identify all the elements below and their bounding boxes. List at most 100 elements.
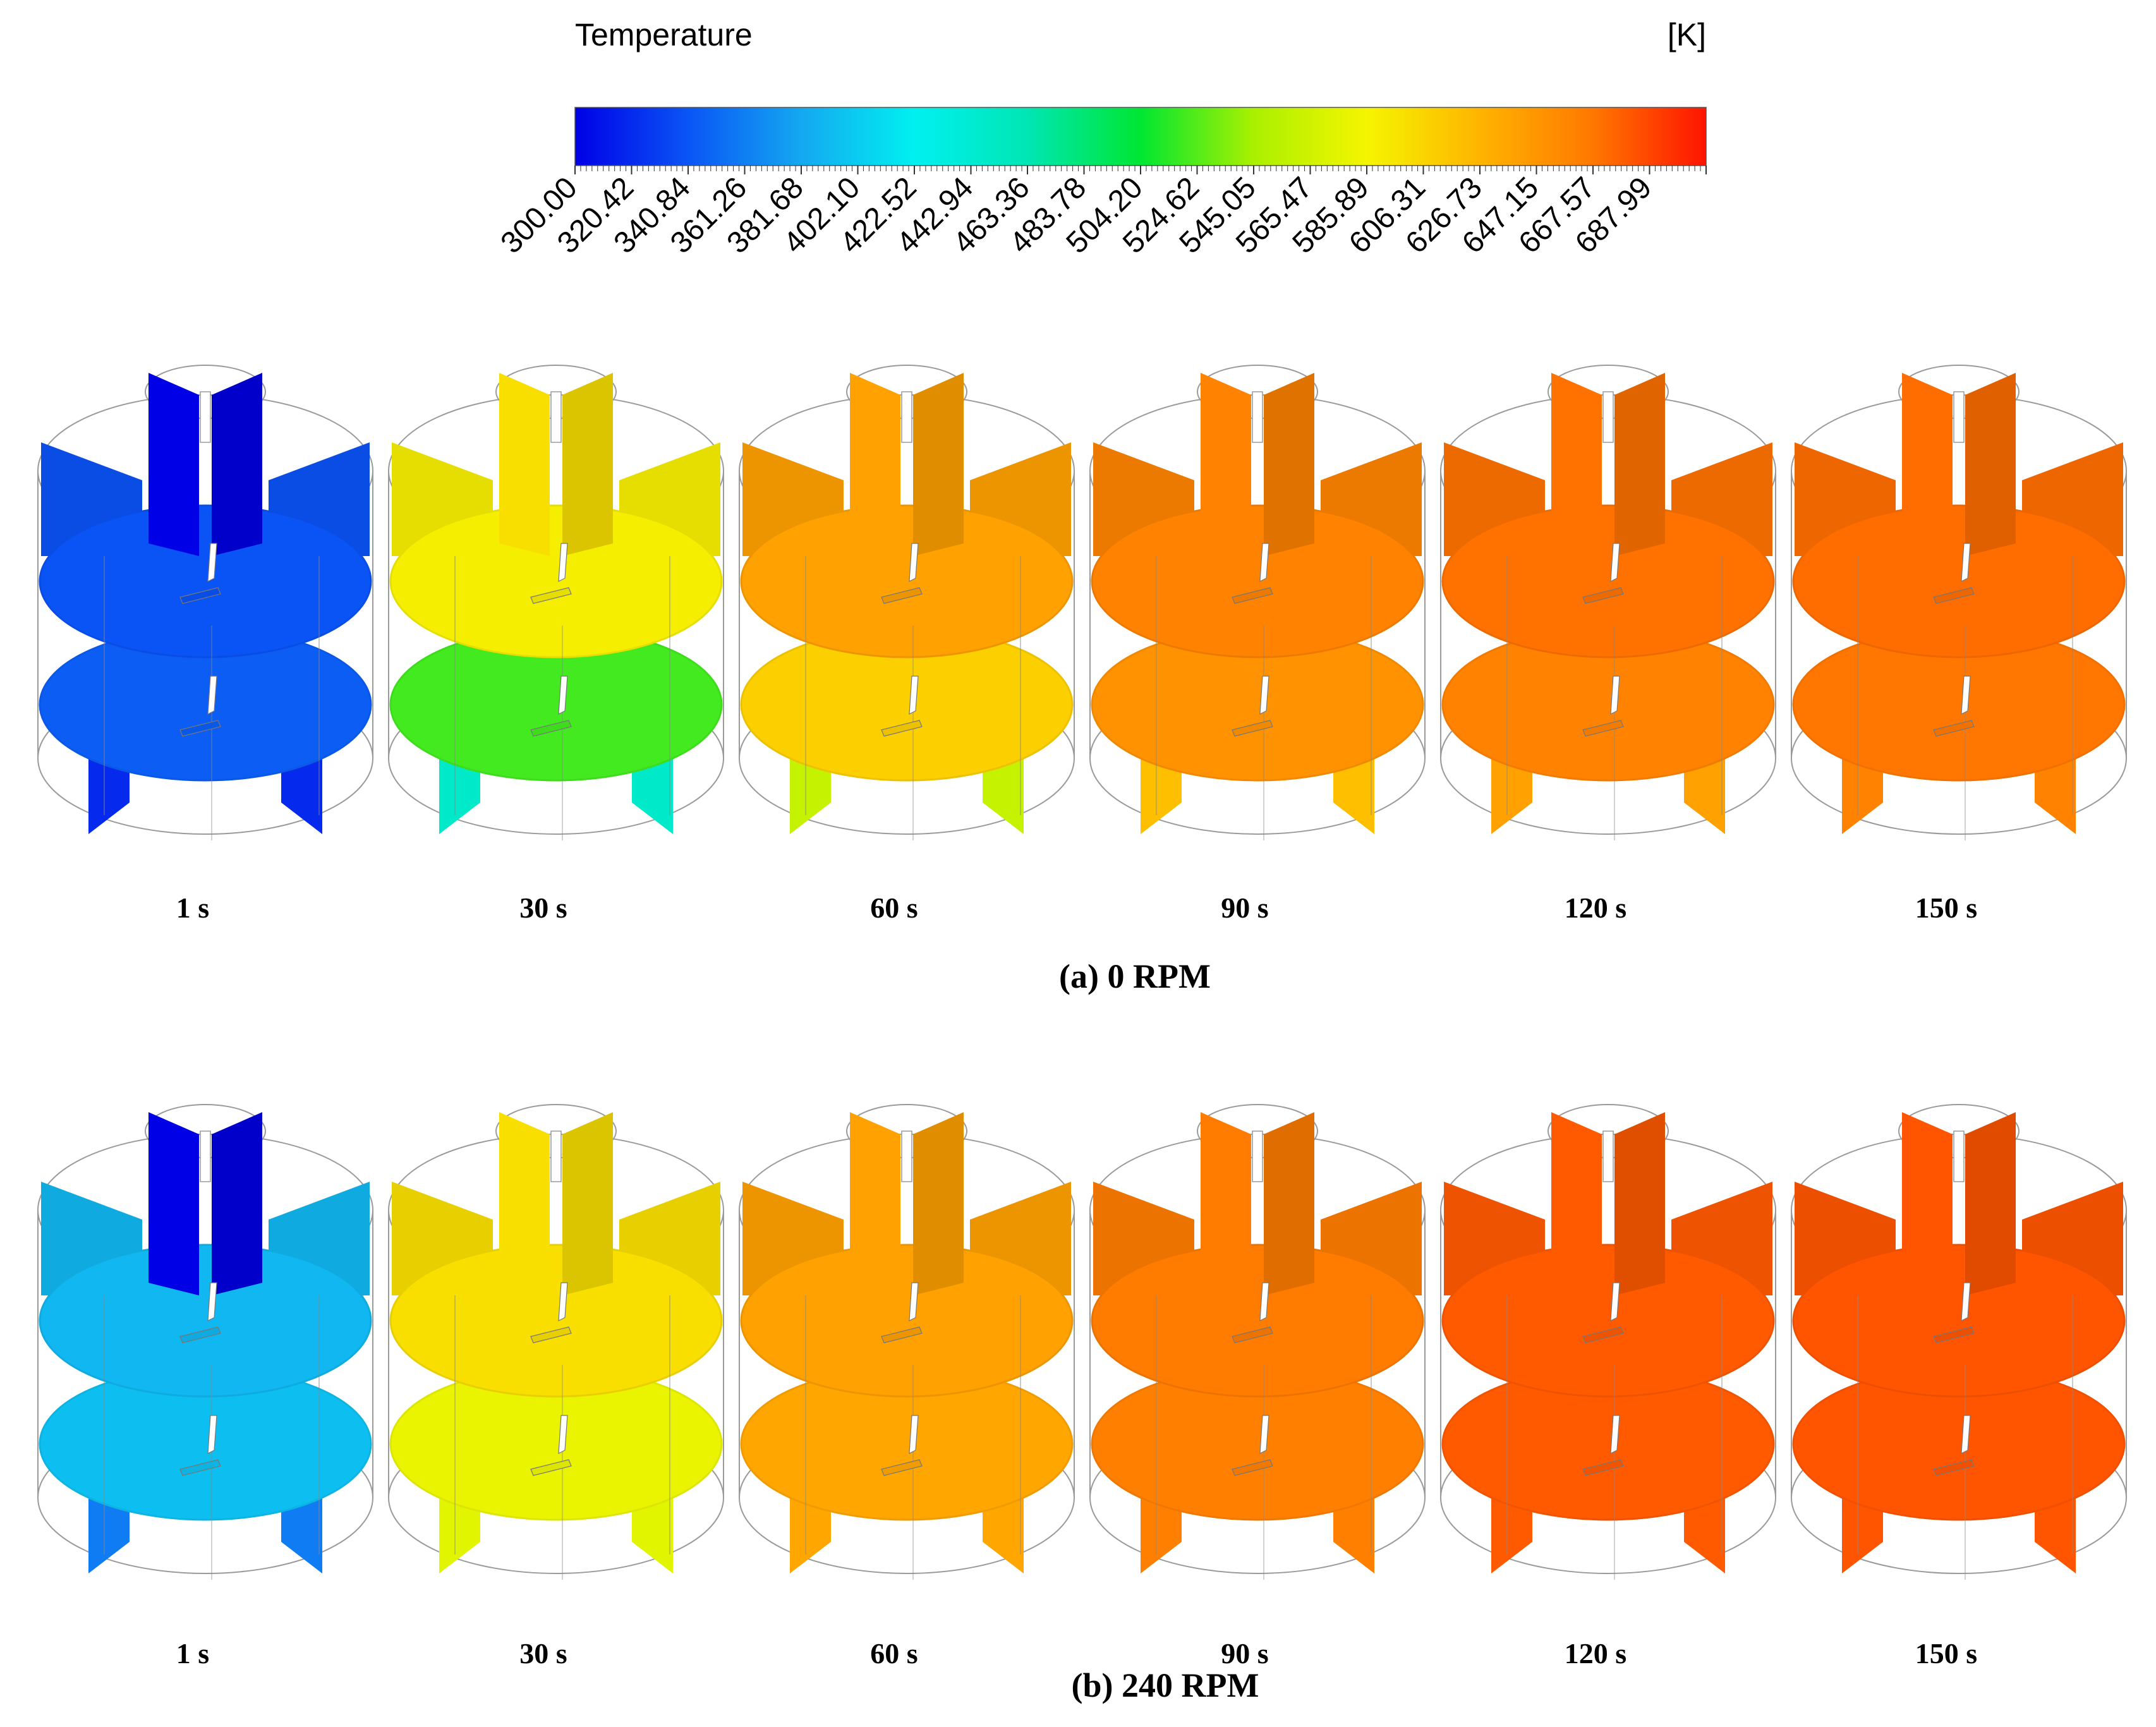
panel-b: 1 s 30 s 60 s 90 s 120 s 150 s — [37, 1104, 2127, 1669]
contour-frame: 1 s — [37, 365, 373, 924]
impeller-tab-lower — [179, 720, 221, 737]
time-label: 1 s — [176, 1637, 209, 1669]
impeller-tab-lower — [1582, 720, 1624, 737]
time-label: 1 s — [176, 892, 209, 924]
impeller-tab-lower — [881, 1459, 923, 1476]
shaft-slot — [1953, 1130, 1965, 1182]
time-label: 150 s — [1915, 892, 1977, 924]
time-label: 30 s — [519, 1637, 567, 1669]
impeller-tab-upper — [881, 587, 923, 604]
shaft-plate-left — [1551, 373, 1602, 556]
colorbar-gradient — [574, 107, 1707, 166]
impeller-blade-lower — [1961, 676, 1971, 715]
contour-frame: 60 s — [739, 1104, 1075, 1669]
impeller-tab-lower — [1232, 1459, 1273, 1476]
impeller-blade-lower — [1961, 1415, 1971, 1455]
shaft-plate-left — [499, 1112, 550, 1295]
contour-frame: 120 s — [1440, 365, 1776, 924]
shaft-plate-right — [1965, 373, 2016, 556]
upper-disk — [39, 504, 372, 658]
upper-disk — [389, 1244, 723, 1398]
upper-disk — [740, 1244, 1074, 1398]
time-label: 90 s — [1221, 1637, 1268, 1669]
impeller-blade-upper — [1259, 1282, 1269, 1322]
panel-a: 1 s 30 s 60 s 90 s 120 s 150 s — [37, 365, 2127, 924]
upper-disk — [1091, 1244, 1424, 1398]
upper-disk — [1792, 504, 2126, 658]
impeller-blade-upper — [1610, 1282, 1620, 1322]
upper-disk — [389, 504, 723, 658]
impeller-tab-upper — [1232, 587, 1273, 604]
colorbar: Temperature [K] 300.00320.42340.84361.26… — [494, 17, 1707, 260]
impeller-blade-upper — [909, 543, 919, 583]
impeller-tab-upper — [1582, 587, 1624, 604]
impeller-tab-lower — [1933, 1459, 1975, 1476]
impeller-blade-lower — [1610, 676, 1620, 715]
time-label: 30 s — [519, 892, 567, 924]
impeller-tab-upper — [530, 1326, 572, 1343]
shaft-slot — [1953, 391, 1965, 443]
upper-disk — [1091, 504, 1424, 658]
colorbar-title: Temperature — [575, 17, 753, 52]
shaft-slot — [901, 1130, 912, 1182]
contour-frame: 150 s — [1791, 1104, 2127, 1669]
impeller-tab-lower — [881, 720, 923, 737]
impeller-blade-upper — [558, 543, 568, 583]
impeller-tab-upper — [881, 1326, 923, 1343]
impeller-tab-upper — [179, 587, 221, 604]
colorbar-tick-labels: 300.00320.42340.84361.26381.68402.10422.… — [494, 171, 1658, 260]
impeller-blade-lower — [909, 676, 919, 715]
shaft-plate-left — [148, 373, 199, 556]
impeller-blade-upper — [207, 1282, 217, 1322]
impeller-blade-upper — [207, 543, 217, 583]
shaft-slot — [200, 391, 211, 443]
impeller-blade-lower — [558, 1415, 568, 1455]
shaft-slot — [200, 1130, 211, 1182]
impeller-blade-lower — [558, 676, 568, 715]
impeller-tab-lower — [530, 1459, 572, 1476]
time-label: 150 s — [1915, 1637, 1977, 1669]
impeller-blade-lower — [1259, 1415, 1269, 1455]
impeller-blade-lower — [1259, 676, 1269, 715]
shaft-slot — [550, 1130, 562, 1182]
shaft-slot — [901, 391, 912, 443]
upper-disk — [740, 504, 1074, 658]
shaft-plate-left — [148, 1112, 199, 1295]
panel-a-caption: (a) 0 RPM — [1059, 957, 1211, 995]
panel-b-caption: (b) 240 RPM — [1072, 1666, 1259, 1704]
contour-frame: 120 s — [1440, 1104, 1776, 1669]
shaft-plate-left — [1902, 373, 1953, 556]
contour-frame: 30 s — [388, 365, 724, 924]
impeller-blade-upper — [1961, 1282, 1971, 1322]
shaft-plate-left — [1902, 1112, 1953, 1295]
shaft-plate-right — [1264, 1112, 1314, 1295]
impeller-tab-lower — [1232, 720, 1273, 737]
impeller-tab-lower — [179, 1459, 221, 1476]
impeller-tab-upper — [1933, 1326, 1975, 1343]
colorbar-minor-ticks — [574, 166, 1707, 174]
impeller-tab-upper — [179, 1326, 221, 1343]
contour-frame: 90 s — [1089, 365, 1426, 924]
impeller-blade-upper — [1961, 543, 1971, 583]
time-label: 120 s — [1565, 892, 1626, 924]
impeller-blade-lower — [1610, 1415, 1620, 1455]
impeller-blade-upper — [909, 1282, 919, 1322]
contour-frame: 1 s — [37, 1104, 373, 1669]
shaft-plate-left — [1551, 1112, 1602, 1295]
impeller-blade-lower — [909, 1415, 919, 1455]
upper-disk — [1441, 1244, 1775, 1398]
time-label: 120 s — [1565, 1637, 1626, 1669]
impeller-blade-lower — [207, 1415, 217, 1455]
shaft-plate-left — [850, 373, 900, 556]
shaft-slot — [1602, 391, 1614, 443]
colorbar-unit: [K] — [1668, 17, 1706, 52]
impeller-tab-upper — [1933, 587, 1975, 604]
impeller-tab-upper — [1232, 1326, 1273, 1343]
contour-frame: 60 s — [739, 365, 1075, 924]
impeller-blade-upper — [1259, 543, 1269, 583]
impeller-tab-lower — [1582, 1459, 1624, 1476]
contour-frame: 30 s — [388, 1104, 724, 1669]
time-label: 90 s — [1221, 892, 1268, 924]
impeller-tab-upper — [530, 587, 572, 604]
